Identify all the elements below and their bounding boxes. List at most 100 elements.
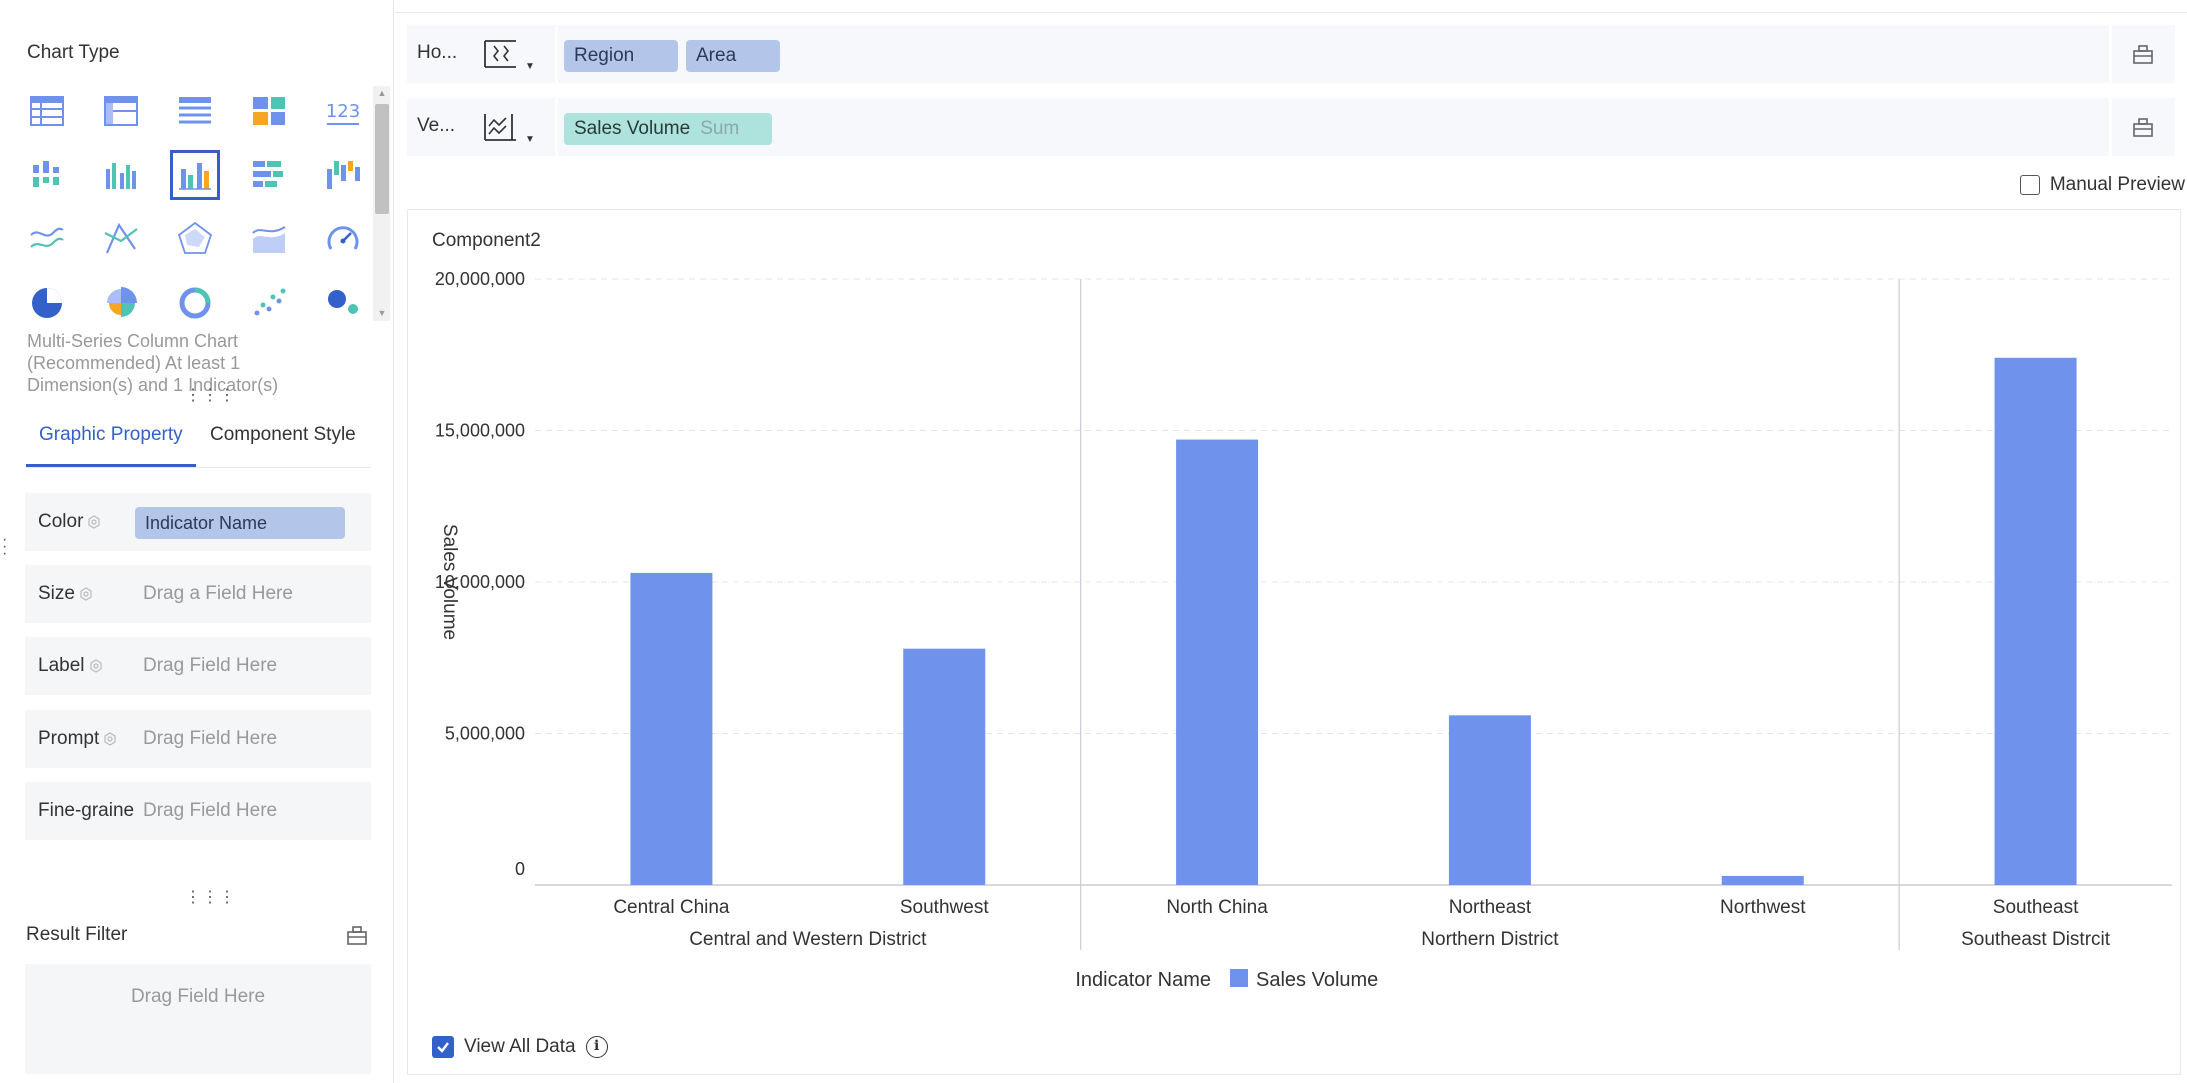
result-filter-drop-zone[interactable]: Drag Field Here xyxy=(25,964,371,1074)
cross-table-icon[interactable] xyxy=(96,86,146,136)
area-chart-icon[interactable] xyxy=(244,214,294,264)
property-row-color[interactable]: Color Indicator Name xyxy=(25,493,371,551)
gear-icon[interactable] xyxy=(103,732,117,746)
multi-column-icon[interactable] xyxy=(96,150,146,200)
pie-chart-icon[interactable] xyxy=(22,278,72,328)
y-tick-label: 15,000,000 xyxy=(435,421,525,441)
color-field-pill[interactable]: Indicator Name xyxy=(135,507,345,539)
rose-chart-icon[interactable] xyxy=(96,278,146,328)
tab-component-style[interactable]: Component Style xyxy=(210,424,356,445)
y-tick-label: 5,000,000 xyxy=(445,724,525,744)
gear-icon[interactable] xyxy=(89,659,103,673)
panel-collapse-handle-icon[interactable]: · · · xyxy=(2,531,8,562)
axis-settings-icon[interactable] xyxy=(2132,116,2154,138)
line-chart-icon[interactable] xyxy=(22,214,72,264)
view-all-data-label: View All Data xyxy=(464,1036,576,1057)
property-row-fine-grained[interactable]: Fine-graine Drag Field Here xyxy=(25,782,371,840)
region-field-pill[interactable]: Region xyxy=(564,40,678,72)
info-icon[interactable]: i xyxy=(585,1036,608,1058)
label-drop-zone[interactable]: Drag Field Here xyxy=(143,655,278,676)
area-field-pill[interactable]: Area xyxy=(686,40,780,72)
x-category-label: Central China xyxy=(613,897,730,918)
bar-central-china[interactable] xyxy=(630,572,713,885)
scatter-icon[interactable] xyxy=(244,278,294,328)
horizontal-axis-label: Ho... xyxy=(417,42,458,63)
fine-grained-drop-zone[interactable]: Drag Field Here xyxy=(143,800,278,821)
bar-northeast[interactable] xyxy=(1448,715,1531,885)
component-title: Component2 xyxy=(432,230,541,251)
property-row-size[interactable]: Size Drag a Field Here xyxy=(25,565,371,623)
property-label-color: Color xyxy=(38,511,134,533)
detail-table-icon[interactable] xyxy=(170,86,220,136)
horizontal-axis-type-icon[interactable] xyxy=(482,37,518,71)
chart-type-title: Chart Type xyxy=(27,42,120,63)
y-tick-label: 20,000,000 xyxy=(435,269,525,289)
scroll-down-arrow-icon[interactable]: ▼ xyxy=(377,308,387,318)
tile-chart-icon[interactable] xyxy=(244,86,294,136)
manual-preview-checkbox[interactable] xyxy=(2019,175,2040,195)
vertical-axis-row: Ve... ▼ Sales Volume Sum xyxy=(407,98,2175,156)
chart-card: Component2 0 5,000,000 10,000,000 15,000,00… xyxy=(407,209,2181,1075)
chevron-down-icon[interactable]: ▼ xyxy=(525,61,535,72)
radar-line-icon[interactable] xyxy=(96,214,146,264)
legend-swatch xyxy=(1230,969,1248,987)
scroll-up-arrow-icon[interactable]: ▲ xyxy=(377,88,387,98)
size-drop-zone[interactable]: Drag a Field Here xyxy=(143,583,293,604)
bar-southwest[interactable] xyxy=(903,648,986,885)
sales-volume-field-pill[interactable]: Sales Volume Sum xyxy=(564,113,772,145)
chart-canvas[interactable]: 0 5,000,000 10,000,000 15,000,000 20,000,000… xyxy=(408,210,2182,1076)
grouped-bar-icon[interactable] xyxy=(22,150,72,200)
chart-workspace: Ho... ▼ Region Area xyxy=(395,0,2187,1083)
y-axis-title: Sales Volume xyxy=(439,524,460,640)
view-all-data-toggle[interactable]: View All Data i xyxy=(432,1036,608,1058)
axis-separator xyxy=(555,98,558,156)
horizontal-axis-drop-zone[interactable]: Region Area xyxy=(558,25,2105,83)
gear-icon[interactable] xyxy=(79,587,93,601)
view-all-data-checkbox[interactable] xyxy=(432,1036,454,1058)
resize-handle-icon[interactable]: ⋮⋮⋮ xyxy=(185,387,236,404)
horizontal-axis-settings[interactable] xyxy=(2109,25,2175,83)
chart-type-description: Multi-Series Column Chart (Recommended) … xyxy=(27,331,279,395)
property-label-text: Label xyxy=(38,655,85,676)
checkmark-icon xyxy=(437,1042,449,1053)
vertical-axis-type-icon[interactable] xyxy=(482,110,518,144)
result-filter-title: Result Filter xyxy=(26,924,128,945)
property-label-size: Size xyxy=(38,583,134,605)
waterfall-icon[interactable] xyxy=(318,150,368,200)
legend-series-label: Sales Volume xyxy=(1256,969,1378,991)
axis-settings-icon[interactable] xyxy=(2132,43,2154,65)
prompt-drop-zone[interactable]: Drag Field Here xyxy=(143,728,278,749)
filter-settings-icon[interactable] xyxy=(346,924,368,946)
bubble-icon[interactable] xyxy=(318,278,368,328)
resize-handle-icon[interactable]: ⋮⋮⋮ xyxy=(185,889,236,906)
bar-southeast[interactable] xyxy=(1994,357,2077,885)
vertical-axis-drop-zone[interactable]: Sales Volume Sum xyxy=(558,98,2105,156)
gear-icon[interactable] xyxy=(87,515,101,529)
bar-northwest[interactable] xyxy=(1721,875,1804,885)
axis-separator xyxy=(555,25,558,83)
multi-series-column-icon[interactable] xyxy=(170,150,220,200)
ring-chart-icon[interactable] xyxy=(170,278,220,328)
active-tab-indicator xyxy=(26,464,196,467)
property-label-label: Label xyxy=(38,655,134,677)
chevron-down-icon[interactable]: ▼ xyxy=(525,134,535,145)
property-row-prompt[interactable]: Prompt Drag Field Here xyxy=(25,710,371,768)
gauge-icon[interactable] xyxy=(318,214,368,264)
bar-north-china[interactable] xyxy=(1176,439,1259,885)
x-category-label: Southeast xyxy=(1993,897,2079,918)
stacked-bar-icon[interactable] xyxy=(244,150,294,200)
horizontal-axis-row: Ho... ▼ Region Area xyxy=(407,25,2175,83)
manual-preview-toggle[interactable]: Manual Preview xyxy=(2019,174,2185,196)
radar-area-icon[interactable] xyxy=(170,214,220,264)
vertical-axis-settings[interactable] xyxy=(2109,98,2175,156)
table-icon[interactable] xyxy=(22,86,72,136)
x-group-label: Northern District xyxy=(1421,929,1559,950)
kpi-number-icon[interactable]: 123 xyxy=(318,86,368,136)
chart-type-scroll-thumb[interactable] xyxy=(375,104,389,214)
property-row-label[interactable]: Label Drag Field Here xyxy=(25,637,371,695)
x-category-label: Northwest xyxy=(1720,897,1806,918)
tab-graphic-property[interactable]: Graphic Property xyxy=(39,424,183,445)
x-category-label: Northeast xyxy=(1449,897,1532,918)
legend-title: Indicator Name xyxy=(1075,969,1211,991)
